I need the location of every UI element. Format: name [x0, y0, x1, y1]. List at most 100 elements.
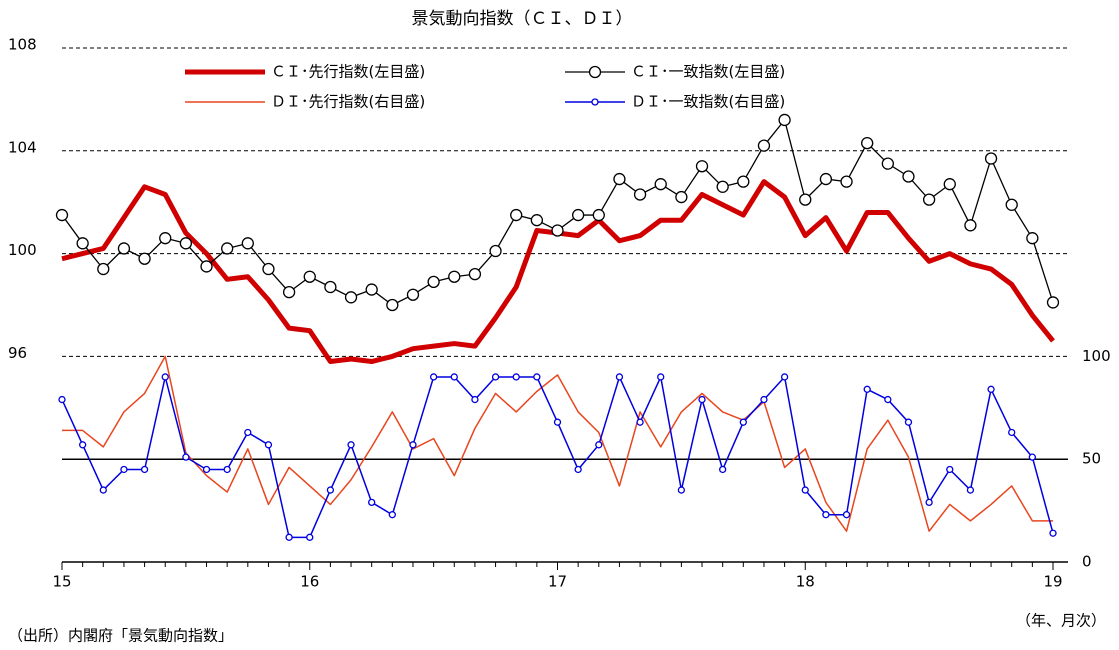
point	[282, 285, 296, 299]
y2-tick-label: 0	[1082, 553, 1092, 571]
point	[471, 395, 479, 404]
y2-tick-label: 50	[1082, 450, 1101, 468]
point	[842, 511, 851, 519]
point	[533, 373, 541, 381]
point	[429, 373, 438, 381]
point	[468, 268, 482, 281]
point	[365, 283, 378, 296]
point	[512, 373, 520, 381]
point	[202, 465, 211, 474]
source-note: （出所）内閣府「景気動向指数」	[8, 627, 233, 645]
point	[1005, 198, 1018, 211]
point	[799, 193, 812, 206]
legend-marker	[591, 98, 599, 106]
point	[695, 160, 709, 173]
point	[654, 178, 667, 191]
x-tick-label: 15	[52, 573, 71, 591]
point	[409, 441, 417, 449]
point	[943, 178, 956, 191]
point	[324, 280, 337, 294]
point	[117, 242, 131, 255]
point	[244, 428, 252, 437]
point	[262, 262, 275, 276]
point	[448, 270, 461, 283]
point	[406, 288, 420, 301]
point	[615, 373, 624, 381]
x-tick-label: 17	[548, 573, 567, 591]
y-tick-label: 104	[8, 138, 37, 156]
point	[159, 232, 172, 245]
point	[347, 441, 355, 449]
point	[344, 291, 358, 304]
point	[285, 533, 293, 541]
y-tick-label: 96	[8, 344, 27, 362]
point	[306, 533, 314, 541]
series-line	[61, 119, 1054, 306]
point	[964, 219, 977, 232]
point	[510, 208, 523, 222]
point	[78, 441, 87, 449]
point	[925, 498, 933, 507]
point	[200, 260, 213, 273]
point	[427, 275, 440, 289]
y-tick-label: 108	[8, 36, 37, 54]
point	[780, 373, 789, 381]
point	[881, 157, 894, 170]
point	[760, 395, 768, 404]
point	[241, 237, 254, 250]
point	[530, 214, 544, 227]
point	[450, 373, 458, 381]
legend-label: ＤＩ･先行指数(右目盛)	[271, 93, 425, 111]
point	[553, 418, 562, 426]
point	[902, 170, 915, 183]
legend-label: ＤＩ･一致指数(右目盛)	[631, 93, 785, 111]
point	[386, 298, 399, 312]
point	[922, 193, 936, 206]
point	[966, 486, 975, 494]
point	[140, 465, 149, 474]
point	[388, 511, 396, 519]
point	[120, 465, 128, 474]
point	[819, 172, 833, 186]
point	[1049, 529, 1057, 537]
point	[571, 208, 585, 222]
y-tick-label: 100	[8, 241, 37, 259]
x-axis-note: （年、月次）	[1016, 612, 1106, 630]
point	[633, 188, 647, 201]
y2-tick-label: 100	[1082, 347, 1111, 365]
legend-label: ＣＩ･一致指数(左目盛)	[631, 63, 785, 81]
point	[223, 465, 231, 474]
legend-marker	[588, 65, 602, 79]
point	[822, 511, 830, 519]
point	[55, 208, 69, 222]
point	[97, 262, 110, 276]
point	[76, 237, 89, 250]
point	[861, 136, 874, 150]
point	[801, 486, 809, 494]
point	[1028, 453, 1037, 461]
point	[592, 208, 605, 222]
point	[677, 486, 686, 494]
point	[636, 418, 644, 426]
point	[1046, 296, 1060, 309]
point	[303, 270, 316, 283]
point	[613, 172, 626, 186]
point	[884, 395, 892, 404]
chart-title: 景気動向指数（ＣＩ、ＤＩ）	[412, 9, 633, 29]
point	[182, 453, 190, 461]
point	[757, 139, 771, 152]
point	[1026, 232, 1039, 245]
series-line	[61, 179, 1055, 365]
point	[368, 498, 376, 507]
point	[161, 373, 169, 381]
point	[179, 237, 193, 250]
point	[716, 180, 729, 193]
point	[221, 242, 234, 255]
point	[984, 152, 998, 165]
point	[698, 395, 706, 404]
point	[58, 395, 66, 404]
point	[491, 373, 500, 381]
x-tick-label: 16	[300, 573, 319, 591]
point	[737, 175, 750, 188]
